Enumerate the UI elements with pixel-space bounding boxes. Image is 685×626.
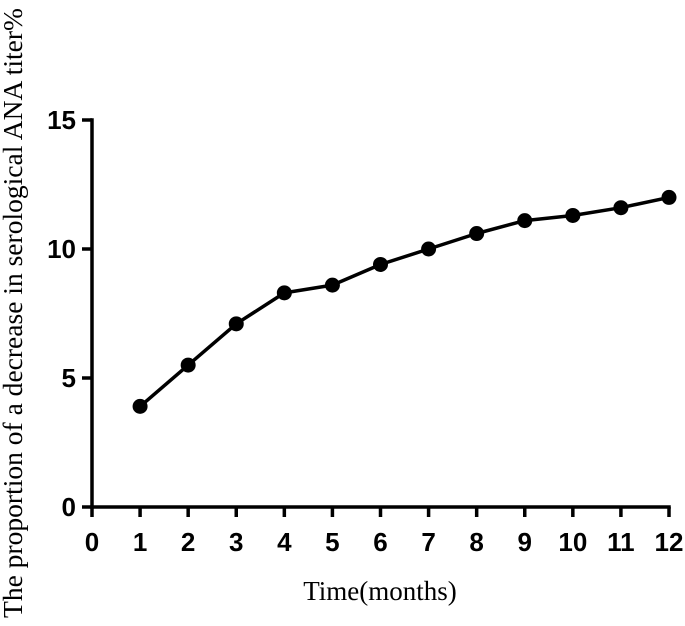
x-tick-label: 12	[655, 527, 684, 557]
data-point	[661, 189, 677, 205]
data-point	[517, 213, 533, 229]
data-point	[180, 357, 196, 373]
data-point	[565, 207, 581, 223]
y-tick-label: 5	[62, 363, 76, 393]
data-points	[132, 189, 677, 414]
series-line	[138, 195, 670, 408]
y-tick-label: 15	[47, 105, 76, 135]
y-axis-title: The proportion of a decrease in serologi…	[0, 8, 28, 618]
x-tick-label: 0	[85, 527, 99, 557]
data-point	[276, 285, 292, 301]
data-point	[613, 200, 629, 216]
x-tick-label: 5	[325, 527, 339, 557]
x-tick-label: 1	[133, 527, 147, 557]
x-tick-label: 4	[277, 527, 292, 557]
x-tick-label: 6	[373, 527, 387, 557]
x-tick-label: 9	[518, 527, 532, 557]
y-tick-label: 0	[62, 492, 76, 522]
data-point	[373, 256, 388, 272]
x-tick-label: 7	[421, 527, 435, 557]
y-ticks: 0 5 10 15	[47, 105, 92, 522]
x-tick-label: 10	[558, 527, 587, 557]
x-tick-label: 3	[229, 527, 243, 557]
data-point	[132, 398, 148, 414]
data-point	[469, 226, 485, 242]
x-tick-label: 2	[181, 527, 195, 557]
data-point	[421, 241, 437, 257]
x-tick-label: 11	[607, 527, 635, 557]
x-axis-title: Time(months)	[303, 576, 457, 606]
data-point	[324, 277, 340, 293]
x-tick-label: 8	[469, 527, 483, 557]
y-tick-label: 10	[47, 234, 76, 264]
x-ticks: 0 1 2 3 4 5 6 7 8 9 10 11 12	[85, 507, 684, 557]
data-point	[228, 316, 244, 332]
